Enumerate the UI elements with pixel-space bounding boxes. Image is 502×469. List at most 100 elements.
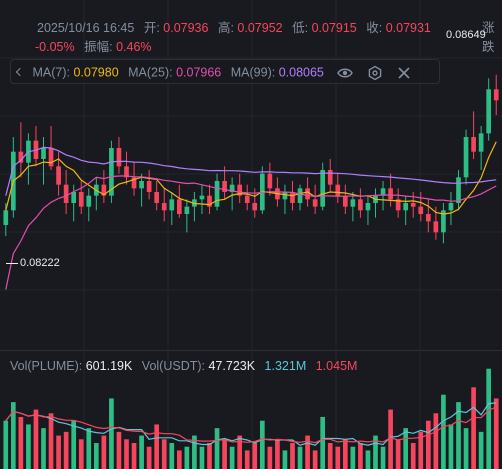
candle-body [139, 181, 144, 189]
volume-bar [41, 428, 46, 469]
volume-bar [199, 446, 205, 469]
volume-bar [418, 431, 424, 469]
candle-body [214, 181, 220, 207]
close-value: 0.07931 [385, 21, 431, 35]
candle-body [305, 188, 310, 200]
vol-usdt-label: Vol(USDT): [141, 359, 205, 373]
candle-body [146, 181, 152, 192]
volume-bar [244, 450, 250, 469]
volume-bar [403, 428, 409, 469]
candle-body [335, 184, 341, 196]
ma25-line [5, 175, 497, 290]
volume-bar [388, 409, 393, 469]
candle-body [267, 173, 273, 189]
vol-ma-a-value: 1.321M [264, 359, 307, 373]
volume-bar [93, 443, 99, 469]
change-pct: -0.05% [35, 40, 75, 54]
settings-icon[interactable] [367, 65, 383, 81]
candle-body [169, 199, 175, 211]
volume-bar [358, 443, 363, 469]
ma7-label: MA(7): [32, 65, 70, 80]
volume-bar [493, 398, 499, 469]
volume-bar [33, 409, 39, 469]
candle-body [222, 181, 227, 192]
volume-bar [26, 424, 31, 469]
eye-icon[interactable] [337, 65, 354, 81]
volume-bar [48, 413, 54, 469]
candle-body [18, 151, 24, 163]
volume-bar [282, 450, 288, 469]
volume-bar [380, 446, 386, 469]
candle-body [131, 177, 137, 189]
candlestick-chart[interactable] [0, 0, 502, 350]
volume-bar [297, 446, 303, 469]
volume-bar [184, 446, 190, 469]
volume-bar [410, 443, 416, 469]
volume-bar [425, 420, 431, 469]
vol-ma-b-value: 1.045M [315, 359, 358, 373]
volume-bar [335, 446, 341, 469]
volume-bar [131, 443, 137, 469]
low-value: 0.07915 [311, 21, 357, 35]
candle-body [350, 199, 356, 207]
candle-body [448, 203, 454, 211]
volume-bar [320, 417, 326, 469]
amplitude-value: 0.46% [116, 40, 152, 54]
volume-bar [71, 420, 77, 469]
low-marker-line [6, 263, 18, 264]
volume-bar [327, 443, 333, 469]
candle-body [365, 203, 371, 211]
candle-body [297, 188, 303, 203]
close-label: 收: [366, 21, 383, 35]
low-price-marker: 0.08222 [20, 257, 60, 269]
vol-usdt-value: 47.723K [208, 359, 256, 373]
volume-bar [312, 450, 318, 469]
volume-bar [10, 402, 16, 469]
candle-body [327, 170, 333, 185]
volume-bar [154, 424, 160, 469]
vol-ma-b-line [5, 406, 497, 444]
collapse-chevron-icon[interactable] [15, 68, 25, 77]
ma-legend: MA(7): 0.07980 MA(25): 0.07966 MA(99): 0… [10, 59, 440, 84]
ma25-value: 0.07966 [176, 65, 222, 80]
volume-bar [86, 428, 92, 469]
volume-bar [275, 439, 280, 469]
volume-bar [214, 428, 220, 469]
pane-divider[interactable] [0, 350, 502, 351]
volume-bar [222, 439, 227, 469]
volume-legend: Vol(PLUME): 601.19K Vol(USDT): 47.723K 1… [10, 359, 357, 373]
change-row: -0.05% 振幅: 0.46% [0, 36, 152, 55]
volume-bar [101, 435, 107, 469]
volume-bar [441, 394, 446, 469]
volume-bar [290, 443, 295, 469]
vol-plume-label: Vol(PLUME): [10, 359, 83, 373]
candle-body [320, 170, 326, 207]
candle-body [418, 206, 424, 214]
ma99-line [5, 146, 497, 196]
volume-bar [342, 439, 348, 469]
volume-bar [192, 435, 197, 469]
volume-bar [267, 446, 273, 469]
candle-body [109, 148, 114, 196]
candle-body [199, 195, 205, 200]
candle-body [486, 89, 492, 134]
candle-body [229, 184, 235, 192]
ma99-label: MA(99): [230, 65, 276, 80]
ma7-value: 0.07980 [73, 65, 119, 80]
volume-bar [56, 435, 61, 469]
candle-body [441, 210, 446, 233]
candle-body [101, 184, 107, 196]
volume-bar [463, 428, 469, 469]
volume-bar [63, 431, 69, 469]
ma25-label: MA(25): [128, 65, 173, 80]
candle-body [433, 221, 439, 233]
volume-chart[interactable] [0, 350, 502, 469]
open-label: 开: [143, 21, 160, 35]
candle-body [154, 192, 160, 203]
close-icon[interactable] [396, 65, 412, 81]
volume-bar [169, 443, 175, 469]
volume-bar [229, 446, 235, 469]
candle-body [71, 192, 77, 203]
volume-bar [139, 435, 144, 469]
candle-body [493, 89, 499, 101]
